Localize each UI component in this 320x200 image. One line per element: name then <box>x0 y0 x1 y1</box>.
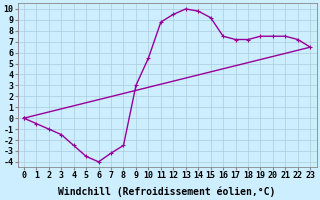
X-axis label: Windchill (Refroidissement éolien,°C): Windchill (Refroidissement éolien,°C) <box>58 186 276 197</box>
